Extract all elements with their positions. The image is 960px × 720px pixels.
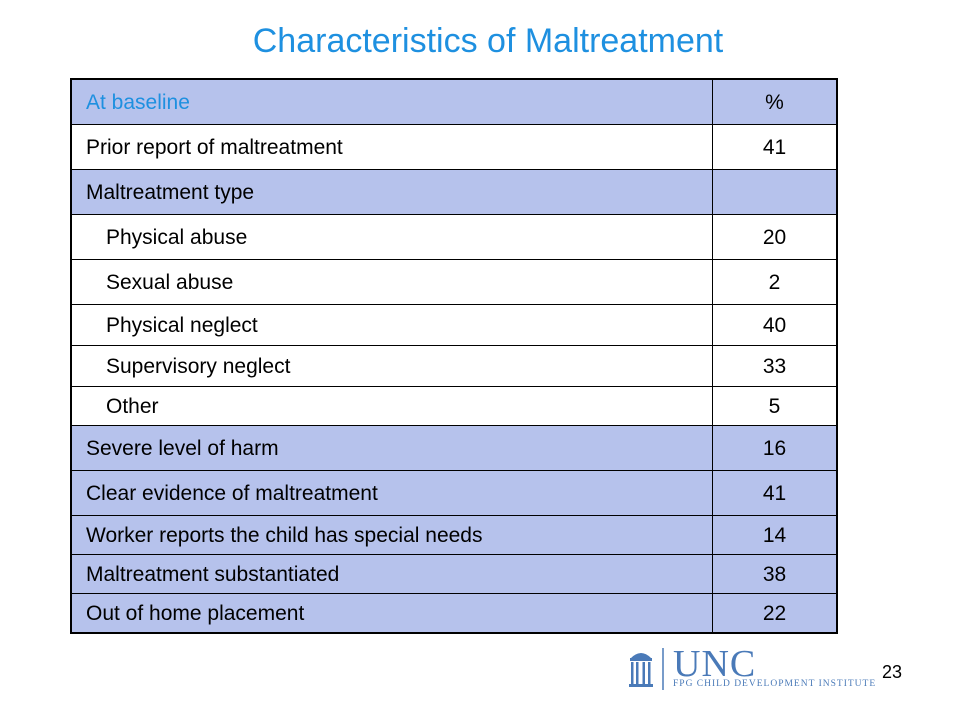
row-value: 5 bbox=[712, 386, 838, 426]
header-label: At baseline bbox=[70, 78, 713, 125]
table-row: Other 5 bbox=[70, 386, 838, 426]
row-label: Maltreatment type bbox=[70, 169, 713, 215]
table-row: Severe level of harm 16 bbox=[70, 425, 838, 471]
row-label: Physical neglect bbox=[70, 304, 713, 346]
slide-title: Characteristics of Maltreatment bbox=[252, 22, 724, 60]
row-value: 38 bbox=[712, 554, 838, 594]
row-value: 16 bbox=[712, 425, 838, 471]
table-row: Supervisory neglect 33 bbox=[70, 345, 838, 387]
table-row: Physical abuse 20 bbox=[70, 214, 838, 260]
logo-name: UNC bbox=[673, 643, 757, 685]
row-value: 41 bbox=[712, 124, 838, 170]
page-number: 23 bbox=[882, 662, 903, 682]
table-row: Maltreatment type bbox=[70, 169, 838, 215]
table-row: Clear evidence of maltreatment 41 bbox=[70, 470, 838, 516]
row-value: 41 bbox=[712, 470, 838, 516]
row-value: 40 bbox=[712, 304, 838, 346]
row-label: Maltreatment substantiated bbox=[70, 554, 713, 594]
table-row: Sexual abuse 2 bbox=[70, 259, 838, 305]
unc-fpg-logo: UNC FPG CHILD DEVELOPMENT INSTITUTE bbox=[627, 643, 887, 692]
table-row: Prior report of maltreatment 41 bbox=[70, 124, 838, 170]
row-label: Clear evidence of maltreatment bbox=[70, 470, 713, 516]
row-label: Physical abuse bbox=[70, 214, 713, 260]
row-value: 14 bbox=[712, 515, 838, 555]
row-label: Out of home placement bbox=[70, 593, 713, 634]
row-value: 22 bbox=[712, 593, 838, 634]
maltreatment-table: At baseline % Prior report of maltreatme… bbox=[70, 78, 838, 634]
table-header-row: At baseline % bbox=[70, 78, 838, 125]
header-value: % bbox=[712, 78, 838, 125]
table-row: Out of home placement 22 bbox=[70, 593, 838, 634]
row-label: Sexual abuse bbox=[70, 259, 713, 305]
row-value: 33 bbox=[712, 345, 838, 387]
table-row: Physical neglect 40 bbox=[70, 304, 838, 346]
row-label: Other bbox=[70, 386, 713, 426]
logo-subtitle: FPG CHILD DEVELOPMENT INSTITUTE bbox=[673, 679, 877, 689]
row-value: 2 bbox=[712, 259, 838, 305]
old-well-icon bbox=[629, 648, 664, 690]
row-value bbox=[712, 169, 838, 215]
row-label: Severe level of harm bbox=[70, 425, 713, 471]
table-row: Maltreatment substantiated 38 bbox=[70, 554, 838, 594]
row-label: Prior report of maltreatment bbox=[70, 124, 713, 170]
row-label: Worker reports the child has special nee… bbox=[70, 515, 713, 555]
row-label: Supervisory neglect bbox=[70, 345, 713, 387]
row-value: 20 bbox=[712, 214, 838, 260]
table-row: Worker reports the child has special nee… bbox=[70, 515, 838, 555]
